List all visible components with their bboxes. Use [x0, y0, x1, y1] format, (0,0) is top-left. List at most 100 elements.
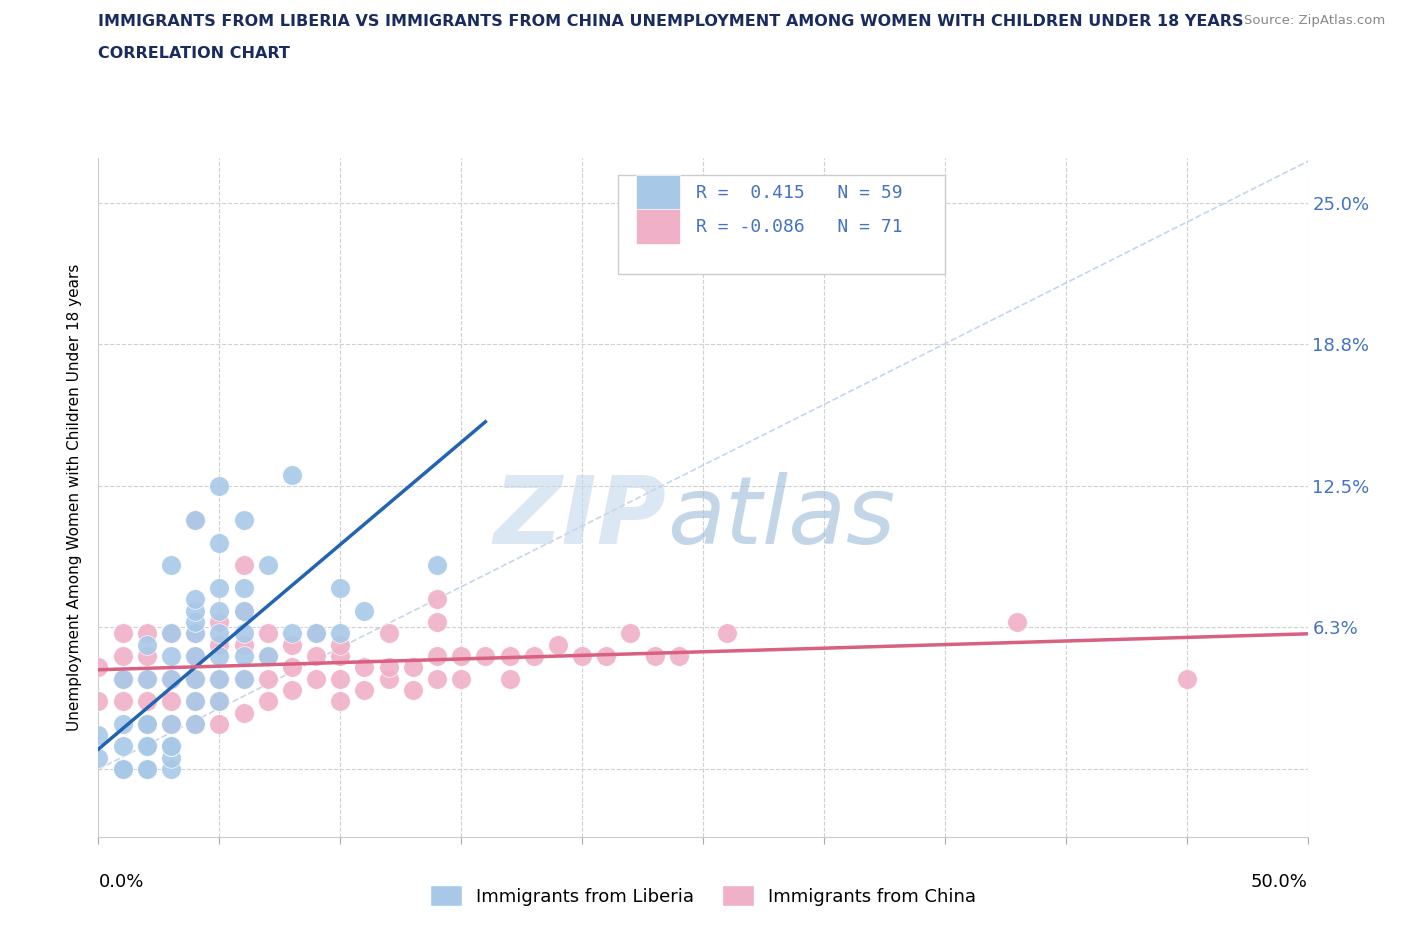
Text: 0.0%: 0.0% — [98, 873, 143, 891]
Point — [644, 648, 666, 663]
Point — [184, 626, 207, 641]
Point — [305, 626, 328, 641]
Point — [1007, 615, 1029, 630]
Point — [208, 479, 231, 494]
Point — [208, 580, 231, 595]
Point — [160, 739, 183, 754]
Point — [160, 626, 183, 641]
Point — [160, 626, 183, 641]
Point — [377, 626, 399, 641]
Point — [135, 762, 157, 777]
Point — [329, 694, 352, 709]
Point — [232, 648, 254, 663]
Point — [160, 671, 183, 686]
Point — [111, 762, 134, 777]
Point — [232, 671, 254, 686]
Point — [668, 648, 690, 663]
Point — [184, 626, 207, 641]
Point — [135, 762, 157, 777]
Text: R =  0.415   N = 59: R = 0.415 N = 59 — [696, 184, 903, 202]
Point — [450, 671, 472, 686]
Point — [305, 626, 328, 641]
Point — [281, 660, 304, 675]
Point — [160, 671, 183, 686]
Point — [402, 683, 425, 698]
Point — [232, 671, 254, 686]
Point — [184, 694, 207, 709]
Point — [135, 716, 157, 731]
Point — [208, 626, 231, 641]
Point — [135, 739, 157, 754]
Point — [208, 694, 231, 709]
Point — [135, 671, 157, 686]
Point — [450, 648, 472, 663]
Point — [135, 626, 157, 641]
FancyBboxPatch shape — [637, 175, 681, 210]
Point — [184, 694, 207, 709]
Point — [208, 716, 231, 731]
Point — [377, 660, 399, 675]
Point — [256, 626, 278, 641]
Point — [305, 671, 328, 686]
Point — [571, 648, 593, 663]
Point — [619, 207, 641, 222]
Point — [353, 604, 375, 618]
Point — [353, 660, 375, 675]
Point — [232, 604, 254, 618]
Point — [474, 648, 496, 663]
Point — [111, 694, 134, 709]
Point — [135, 716, 157, 731]
Point — [160, 558, 183, 573]
Point — [547, 637, 569, 652]
Point — [111, 626, 134, 641]
Point — [160, 739, 183, 754]
Point — [426, 592, 449, 607]
Point — [232, 705, 254, 720]
Point — [256, 648, 278, 663]
FancyBboxPatch shape — [637, 209, 681, 245]
Point — [329, 637, 352, 652]
Point — [232, 604, 254, 618]
Point — [135, 648, 157, 663]
Point — [111, 739, 134, 754]
Point — [256, 694, 278, 709]
Y-axis label: Unemployment Among Women with Children Under 18 years: Unemployment Among Women with Children U… — [67, 264, 83, 731]
Point — [208, 694, 231, 709]
Point — [353, 683, 375, 698]
Point — [281, 626, 304, 641]
Point — [160, 716, 183, 731]
Point — [184, 671, 207, 686]
Point — [377, 671, 399, 686]
Point — [160, 739, 183, 754]
Point — [1175, 671, 1198, 686]
Point — [135, 716, 157, 731]
Point — [208, 536, 231, 551]
Point — [87, 660, 110, 675]
Point — [111, 716, 134, 731]
Point — [184, 615, 207, 630]
Text: Source: ZipAtlas.com: Source: ZipAtlas.com — [1244, 14, 1385, 27]
Point — [87, 728, 110, 743]
Point — [498, 648, 520, 663]
Point — [160, 648, 183, 663]
Point — [426, 671, 449, 686]
Text: ZIP: ZIP — [494, 472, 666, 564]
Point — [329, 648, 352, 663]
Text: atlas: atlas — [666, 472, 896, 564]
Point — [208, 671, 231, 686]
Point — [232, 512, 254, 527]
Point — [111, 671, 134, 686]
Point — [135, 671, 157, 686]
Text: R = -0.086   N = 71: R = -0.086 N = 71 — [696, 218, 903, 235]
Point — [281, 683, 304, 698]
Point — [232, 637, 254, 652]
Point — [281, 637, 304, 652]
Point — [208, 648, 231, 663]
Point — [184, 671, 207, 686]
Point — [329, 626, 352, 641]
Point — [135, 694, 157, 709]
Point — [135, 739, 157, 754]
Point — [111, 762, 134, 777]
Text: CORRELATION CHART: CORRELATION CHART — [98, 46, 290, 61]
Point — [281, 468, 304, 483]
